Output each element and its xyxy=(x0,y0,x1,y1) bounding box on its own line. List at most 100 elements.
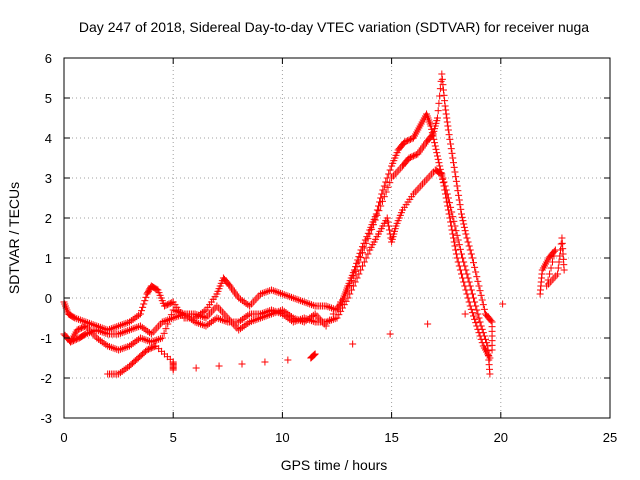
data-point xyxy=(122,343,130,351)
data-point xyxy=(191,318,199,326)
data-point xyxy=(284,356,292,364)
data-point xyxy=(349,282,357,290)
data-point xyxy=(244,319,252,327)
data-point xyxy=(434,107,442,115)
data-point xyxy=(242,313,250,321)
data-point xyxy=(85,319,93,327)
data-point xyxy=(218,316,226,324)
data-point xyxy=(473,273,481,281)
data-point xyxy=(171,307,179,315)
data-point xyxy=(480,332,488,340)
data-point xyxy=(213,314,221,322)
data-point xyxy=(440,178,448,186)
data-point xyxy=(129,325,137,333)
data-point xyxy=(435,99,443,107)
data-point xyxy=(557,240,565,248)
data-point xyxy=(433,152,441,160)
data-point xyxy=(442,186,450,194)
data-point xyxy=(291,295,299,303)
data-point xyxy=(488,346,496,354)
data-point xyxy=(322,302,330,310)
data-point xyxy=(109,324,117,332)
plot-frame xyxy=(63,57,611,419)
data-point xyxy=(122,319,130,327)
data-point xyxy=(126,326,134,334)
data-point xyxy=(439,86,447,94)
data-point xyxy=(142,336,150,344)
data-point xyxy=(237,295,245,303)
data-point xyxy=(282,309,290,317)
data-point xyxy=(146,329,154,337)
data-point xyxy=(124,343,132,351)
data-point xyxy=(385,170,393,178)
x-tick-label: 10 xyxy=(275,430,289,445)
data-point xyxy=(364,235,372,243)
data-point xyxy=(487,317,495,325)
data-point xyxy=(375,207,383,215)
data-point xyxy=(470,259,477,267)
data-point xyxy=(153,336,161,344)
data-point xyxy=(175,308,183,316)
data-point xyxy=(240,298,248,306)
data-point xyxy=(131,314,139,322)
data-point xyxy=(472,319,480,327)
data-point xyxy=(80,323,88,331)
data-point xyxy=(456,245,464,253)
data-point xyxy=(304,299,312,307)
data-point xyxy=(353,263,361,271)
data-point xyxy=(459,254,467,262)
data-point xyxy=(377,202,385,210)
data-point xyxy=(451,222,459,230)
data-point xyxy=(240,322,248,330)
data-point xyxy=(126,318,134,326)
data-point xyxy=(478,296,486,304)
data-point xyxy=(260,289,268,297)
y-tick-label: -2 xyxy=(40,371,52,386)
data-point xyxy=(358,243,366,251)
data-point xyxy=(434,155,442,163)
data-point xyxy=(432,145,440,153)
data-point xyxy=(195,311,203,319)
data-point xyxy=(96,327,104,335)
data-point xyxy=(271,287,279,295)
data-point xyxy=(206,319,214,327)
data-point xyxy=(106,343,113,351)
data-point xyxy=(455,241,463,249)
data-point xyxy=(261,358,269,366)
data-point xyxy=(436,92,444,100)
data-point xyxy=(96,337,104,345)
data-point xyxy=(247,317,255,325)
data-point xyxy=(267,310,275,318)
data-point xyxy=(124,319,132,327)
data-point xyxy=(171,313,179,321)
data-point xyxy=(331,305,339,313)
data-point xyxy=(447,218,455,226)
data-point xyxy=(95,327,103,335)
data-point xyxy=(166,299,174,307)
data-point xyxy=(436,85,444,93)
data-point xyxy=(344,294,352,302)
data-point xyxy=(364,250,372,258)
data-point xyxy=(333,314,341,322)
data-point xyxy=(452,173,460,181)
data-point xyxy=(476,287,484,295)
data-point xyxy=(193,311,201,319)
x-tick-label: 20 xyxy=(494,430,508,445)
data-point xyxy=(280,307,288,315)
y-tick-label: 1 xyxy=(45,251,52,266)
data-point xyxy=(295,296,303,304)
data-point xyxy=(471,315,479,323)
data-point xyxy=(452,227,460,235)
data-point xyxy=(407,135,415,143)
data-point xyxy=(144,327,152,335)
data-point xyxy=(189,317,197,325)
data-point xyxy=(386,330,394,338)
y-tick-label: 4 xyxy=(45,131,52,146)
data-point xyxy=(335,311,343,319)
data-point xyxy=(140,325,148,333)
data-point xyxy=(446,214,454,222)
data-point xyxy=(160,317,168,325)
data-point xyxy=(235,326,243,334)
data-point xyxy=(251,316,259,324)
data-point xyxy=(160,302,168,310)
